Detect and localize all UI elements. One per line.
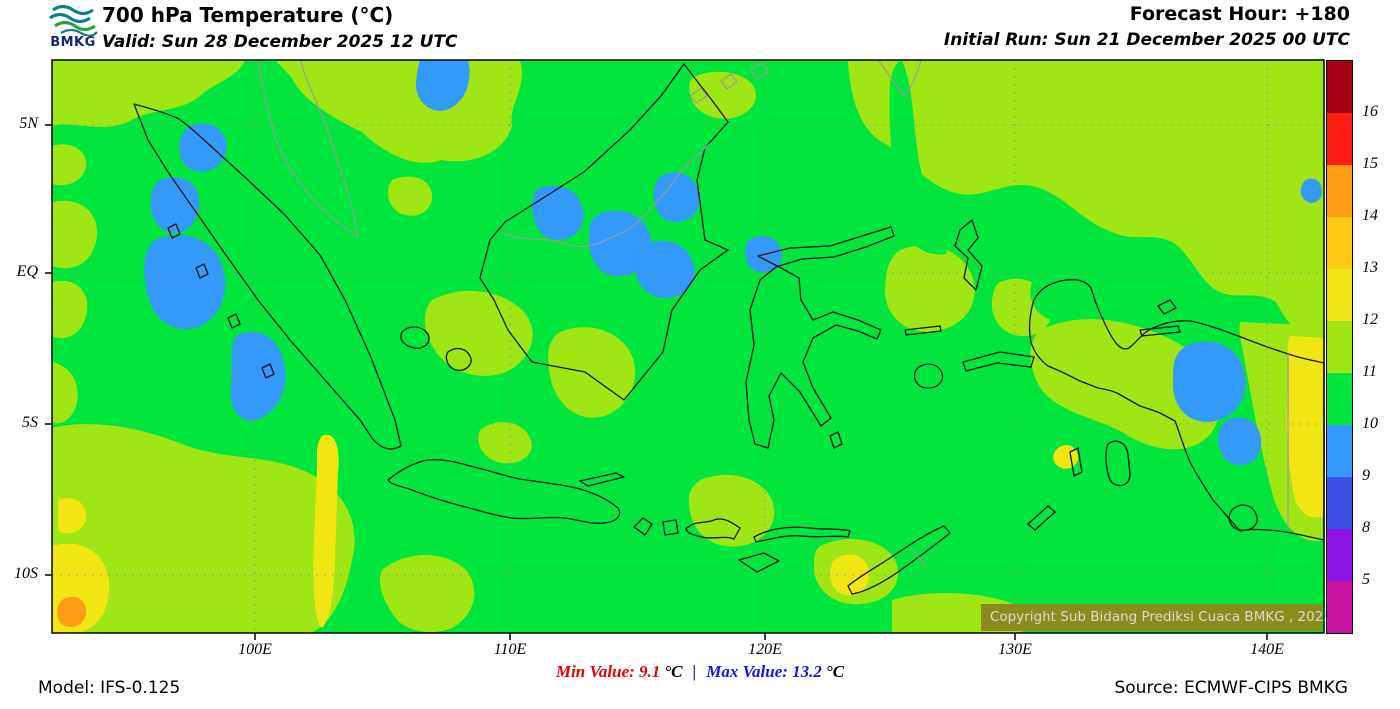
color-scale-segment [1327, 425, 1352, 477]
temp-region-orange [57, 596, 87, 628]
lat-label-10s: 10S [14, 565, 38, 582]
color-scale-label: 10 [1362, 415, 1378, 432]
model-label: Model: IFS-0.125 [38, 678, 181, 698]
page-title: 700 hPa Temperature (°C) [102, 3, 394, 27]
color-scale-label: 8 [1362, 519, 1370, 536]
color-scale-label: 15 [1362, 155, 1378, 172]
color-scale-segment [1327, 165, 1352, 217]
temp-region-green [889, 60, 1140, 321]
color-scale-segment [1327, 321, 1352, 373]
min-value: Min Value: 9.1 [555, 662, 661, 681]
map-frame [51, 59, 1325, 634]
color-scale: 16 15 14 13 12 11 10 9 8 5 [1326, 60, 1400, 634]
lon-label-140e: 140E [1250, 641, 1284, 658]
color-scale-labels: 16 15 14 13 12 11 10 9 8 5 [1362, 60, 1400, 634]
lon-label-120e: 120E [748, 641, 782, 658]
max-degree-unit: °C [825, 662, 845, 681]
lon-label-110e: 110E [493, 641, 527, 658]
color-scale-label: 14 [1362, 207, 1378, 224]
color-scale-segment [1327, 477, 1352, 529]
color-scale-label: 5 [1362, 571, 1370, 588]
minmax-values: Min Value: 9.1 °C | Max Value: 13.2 °C [556, 662, 844, 682]
lon-label-130e: 130E [998, 641, 1032, 658]
minmax-separator: | [692, 662, 697, 681]
copyright-badge: Copyright Sub Bidang Prediksi Cuaca BMKG… [981, 604, 1332, 631]
temp-region-yellow-green [52, 60, 1324, 633]
color-scale-segment [1327, 529, 1352, 581]
color-scale-label: 16 [1362, 103, 1378, 120]
lat-label-eq: EQ [16, 263, 38, 280]
color-scale-segment [1327, 581, 1352, 633]
forecast-hour: Forecast Hour: +180 [1129, 3, 1350, 25]
run-info-block: Forecast Hour: +180 Initial Run: Sun 21 … [944, 3, 1350, 50]
foreign-borders [257, 59, 1289, 567]
initial-run: Initial Run: Sun 21 December 2025 00 UTC [943, 30, 1350, 50]
max-value: Max Value: 13.2 [706, 662, 822, 681]
color-scale-segment [1327, 113, 1352, 165]
bmkg-waves-icon [49, 4, 98, 36]
temp-region-yellow [52, 336, 1324, 633]
lat-label-5n: 5N [19, 115, 38, 132]
bmkg-logo-text: BMKG [50, 35, 96, 50]
color-scale-segment [1327, 61, 1352, 113]
title-block: 700 hPa Temperature (°C) Valid: Sun 28 D… [102, 3, 457, 52]
temp-region-blue [144, 60, 1323, 466]
min-degree-unit: °C [664, 662, 683, 681]
source-label: Source: ECMWF-CIPS BMKG [1114, 678, 1348, 698]
lon-label-100e: 100E [238, 641, 272, 658]
valid-time: Valid: Sun 28 December 2025 12 UTC [102, 32, 458, 52]
coastlines [133, 63, 1325, 595]
bmkg-logo: BMKG [44, 2, 102, 49]
color-scale-bar [1326, 60, 1353, 634]
color-scale-label: 12 [1362, 311, 1378, 328]
color-scale-segment [1327, 373, 1352, 425]
color-scale-label: 9 [1362, 467, 1370, 484]
lat-label-5s: 5S [22, 414, 38, 431]
axis-ticks [45, 124, 1268, 640]
color-scale-label: 11 [1362, 363, 1377, 380]
color-scale-label: 13 [1362, 259, 1378, 276]
color-scale-segment [1327, 217, 1352, 269]
color-scale-segment [1327, 269, 1352, 321]
temperature-map [45, 59, 1325, 640]
